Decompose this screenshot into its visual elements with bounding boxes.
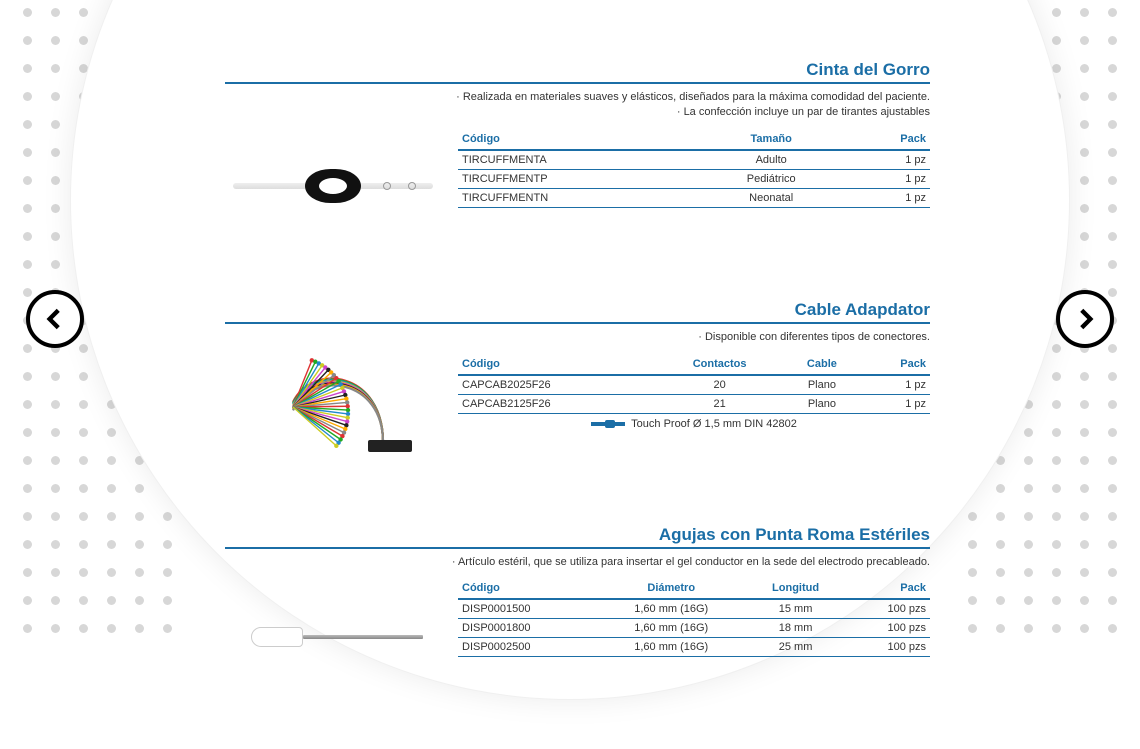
product-table: CódigoTamañoPackTIRCUFFMENTAAdulto1 pzTI… xyxy=(458,130,930,208)
table-header: Cable xyxy=(783,355,861,375)
table-header: Pack xyxy=(861,355,930,375)
table-row: TIRCUFFMENTPPediátrico1 pz xyxy=(458,169,930,188)
connector-icon xyxy=(591,419,625,429)
next-button[interactable] xyxy=(1056,290,1114,348)
section-title: Cinta del Gorro xyxy=(225,60,930,84)
catalog-section: Cable Adapdator Disponible con diferentes… xyxy=(225,300,930,470)
table-row: CAPCAB2025F2620Plano1 pz xyxy=(458,375,930,395)
product-table: CódigoContactosCablePackCAPCAB2025F2620P… xyxy=(458,355,930,414)
section-description: Realizada en materiales suaves y elástic… xyxy=(225,90,930,120)
section-title: Agujas con Punta Roma Estériles xyxy=(225,525,930,549)
catalog-section: Agujas con Punta Roma Estériles Artículo … xyxy=(225,525,930,695)
table-header: Código xyxy=(458,579,597,599)
table-row: TIRCUFFMENTNNeonatal1 pz xyxy=(458,188,930,207)
table-row: CAPCAB2125F2621Plano1 pz xyxy=(458,394,930,413)
table-row: DISP00015001,60 mm (16G)15 mm100 pzs xyxy=(458,599,930,619)
table-header: Diámetro xyxy=(597,579,746,599)
table-row: TIRCUFFMENTAAdulto1 pz xyxy=(458,150,930,170)
table-header: Tamaño xyxy=(699,130,844,150)
table-header: Contactos xyxy=(656,355,783,375)
table-header: Longitud xyxy=(746,579,846,599)
table-header: Código xyxy=(458,355,656,375)
section-description: Artículo estéril, que se utiliza para in… xyxy=(225,555,930,570)
catalog-content: Cinta del Gorro Realizada en materiales s… xyxy=(225,60,930,749)
product-table: CódigoDiámetroLongitudPackDISP00015001,6… xyxy=(458,579,930,657)
table-header: Pack xyxy=(846,579,930,599)
product-image xyxy=(225,579,440,694)
table-header: Código xyxy=(458,130,699,150)
section-description: Disponible con diferentes tipos de conec… xyxy=(225,330,930,345)
section-title: Cable Adapdator xyxy=(225,300,930,324)
product-image xyxy=(225,130,440,245)
product-image xyxy=(225,355,440,470)
prev-button[interactable] xyxy=(26,290,84,348)
table-footnote: Touch Proof Ø 1,5 mm DIN 42802 xyxy=(458,414,930,430)
chevron-right-icon xyxy=(1072,306,1098,332)
table-header: Pack xyxy=(844,130,930,150)
table-row: DISP00025001,60 mm (16G)25 mm100 pzs xyxy=(458,638,930,657)
catalog-section: Cinta del Gorro Realizada en materiales s… xyxy=(225,60,930,245)
table-row: DISP00018001,60 mm (16G)18 mm100 pzs xyxy=(458,619,930,638)
chevron-left-icon xyxy=(42,306,68,332)
